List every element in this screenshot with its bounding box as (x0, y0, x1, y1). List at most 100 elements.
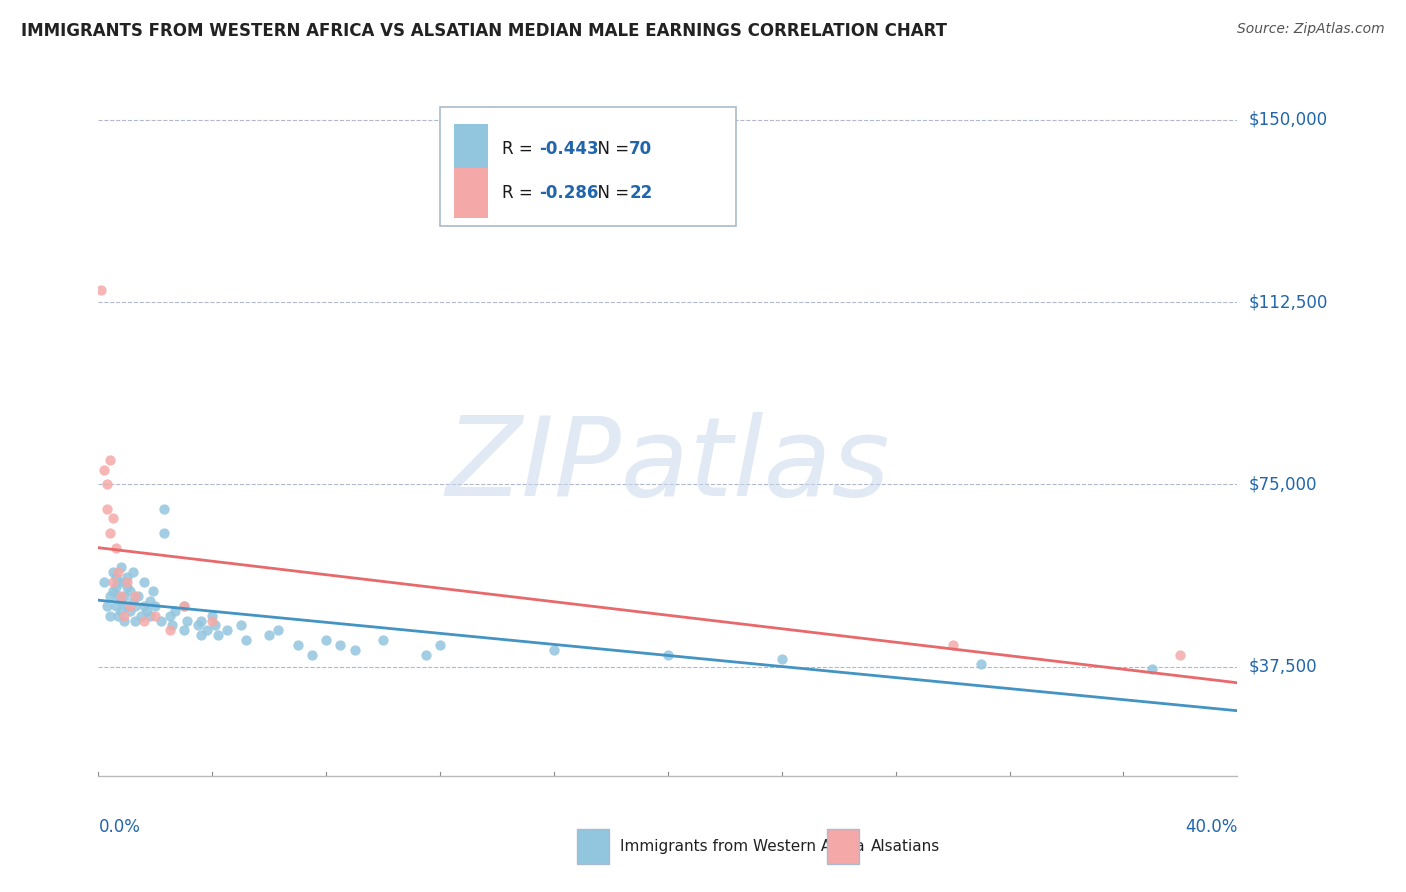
Point (415, 648, 437, 662)
Bar (454, 124, 488, 173)
Point (173, 599, 195, 613)
Point (104, 541, 127, 555)
Point (112, 608, 135, 623)
Point (176, 614, 198, 628)
Point (970, 657, 993, 672)
Text: ZIPatlas: ZIPatlas (446, 412, 890, 519)
Text: Immigrants from Western Africa: Immigrants from Western Africa (620, 839, 865, 854)
Point (124, 599, 146, 613)
Bar (454, 169, 488, 218)
Point (132, 614, 155, 628)
Point (115, 574, 138, 589)
Text: $75,000: $75,000 (1249, 475, 1317, 493)
Point (135, 604, 157, 618)
Point (329, 638, 352, 652)
Point (110, 604, 132, 618)
Point (107, 589, 129, 603)
Point (98, 589, 121, 603)
Text: N =: N = (586, 184, 634, 202)
Text: 70: 70 (628, 139, 652, 158)
Point (190, 614, 212, 628)
Point (204, 618, 226, 632)
Text: R =: R = (502, 139, 537, 158)
Point (235, 632, 257, 647)
Point (107, 608, 129, 623)
Point (127, 589, 149, 603)
Point (215, 624, 238, 638)
Point (201, 614, 224, 628)
Point (159, 608, 181, 623)
Point (104, 580, 127, 594)
Point (543, 642, 565, 657)
Text: $37,500: $37,500 (1249, 657, 1317, 676)
Point (101, 511, 124, 525)
Point (110, 594, 132, 608)
Point (112, 589, 135, 603)
Point (118, 599, 141, 613)
Bar (576, 829, 609, 864)
Point (98, 453, 121, 467)
Point (1140, 662, 1163, 676)
Point (90, 283, 112, 297)
Point (259, 628, 281, 642)
Point (121, 594, 143, 608)
Point (267, 624, 290, 638)
Point (1170, 648, 1192, 662)
Point (101, 565, 124, 579)
Text: 22: 22 (628, 184, 652, 202)
Text: Alsatians: Alsatians (870, 839, 939, 854)
Point (373, 632, 395, 647)
Point (121, 565, 143, 579)
Point (124, 614, 146, 628)
Point (132, 574, 155, 589)
Point (187, 618, 209, 632)
Text: -0.286: -0.286 (538, 184, 599, 202)
FancyBboxPatch shape (440, 106, 737, 227)
Point (201, 608, 224, 623)
Point (115, 580, 138, 594)
Point (173, 599, 195, 613)
Point (96, 501, 118, 516)
Point (153, 501, 176, 516)
Point (657, 648, 679, 662)
Text: N =: N = (586, 139, 634, 158)
Point (173, 624, 195, 638)
Point (104, 570, 127, 584)
Point (301, 648, 323, 662)
Point (124, 589, 146, 603)
Point (343, 642, 366, 657)
Point (229, 618, 252, 632)
Point (104, 599, 127, 613)
Text: $112,500: $112,500 (1249, 293, 1327, 311)
Text: $150,000: $150,000 (1249, 111, 1327, 129)
Point (315, 632, 337, 647)
Point (112, 574, 135, 589)
Point (207, 628, 229, 642)
Point (118, 604, 141, 618)
Point (93, 574, 115, 589)
Point (110, 589, 132, 603)
Point (138, 608, 160, 623)
Point (190, 628, 212, 642)
Text: -0.443: -0.443 (538, 139, 599, 158)
Text: Source: ZipAtlas.com: Source: ZipAtlas.com (1237, 22, 1385, 37)
Point (98, 608, 121, 623)
Bar (827, 829, 859, 864)
Point (770, 652, 793, 666)
Point (107, 574, 129, 589)
Point (159, 624, 181, 638)
Point (153, 526, 176, 541)
Text: IMMIGRANTS FROM WESTERN AFRICA VS ALSATIAN MEDIAN MALE EARNINGS CORRELATION CHAR: IMMIGRANTS FROM WESTERN AFRICA VS ALSATI… (21, 22, 948, 40)
Point (138, 594, 160, 608)
Point (115, 570, 138, 584)
Point (101, 584, 124, 599)
Point (96, 477, 118, 491)
Point (115, 599, 138, 613)
Point (165, 604, 187, 618)
Point (112, 614, 135, 628)
Point (287, 638, 309, 652)
Point (429, 638, 451, 652)
Point (145, 608, 167, 623)
Point (129, 608, 152, 623)
Point (118, 584, 141, 599)
